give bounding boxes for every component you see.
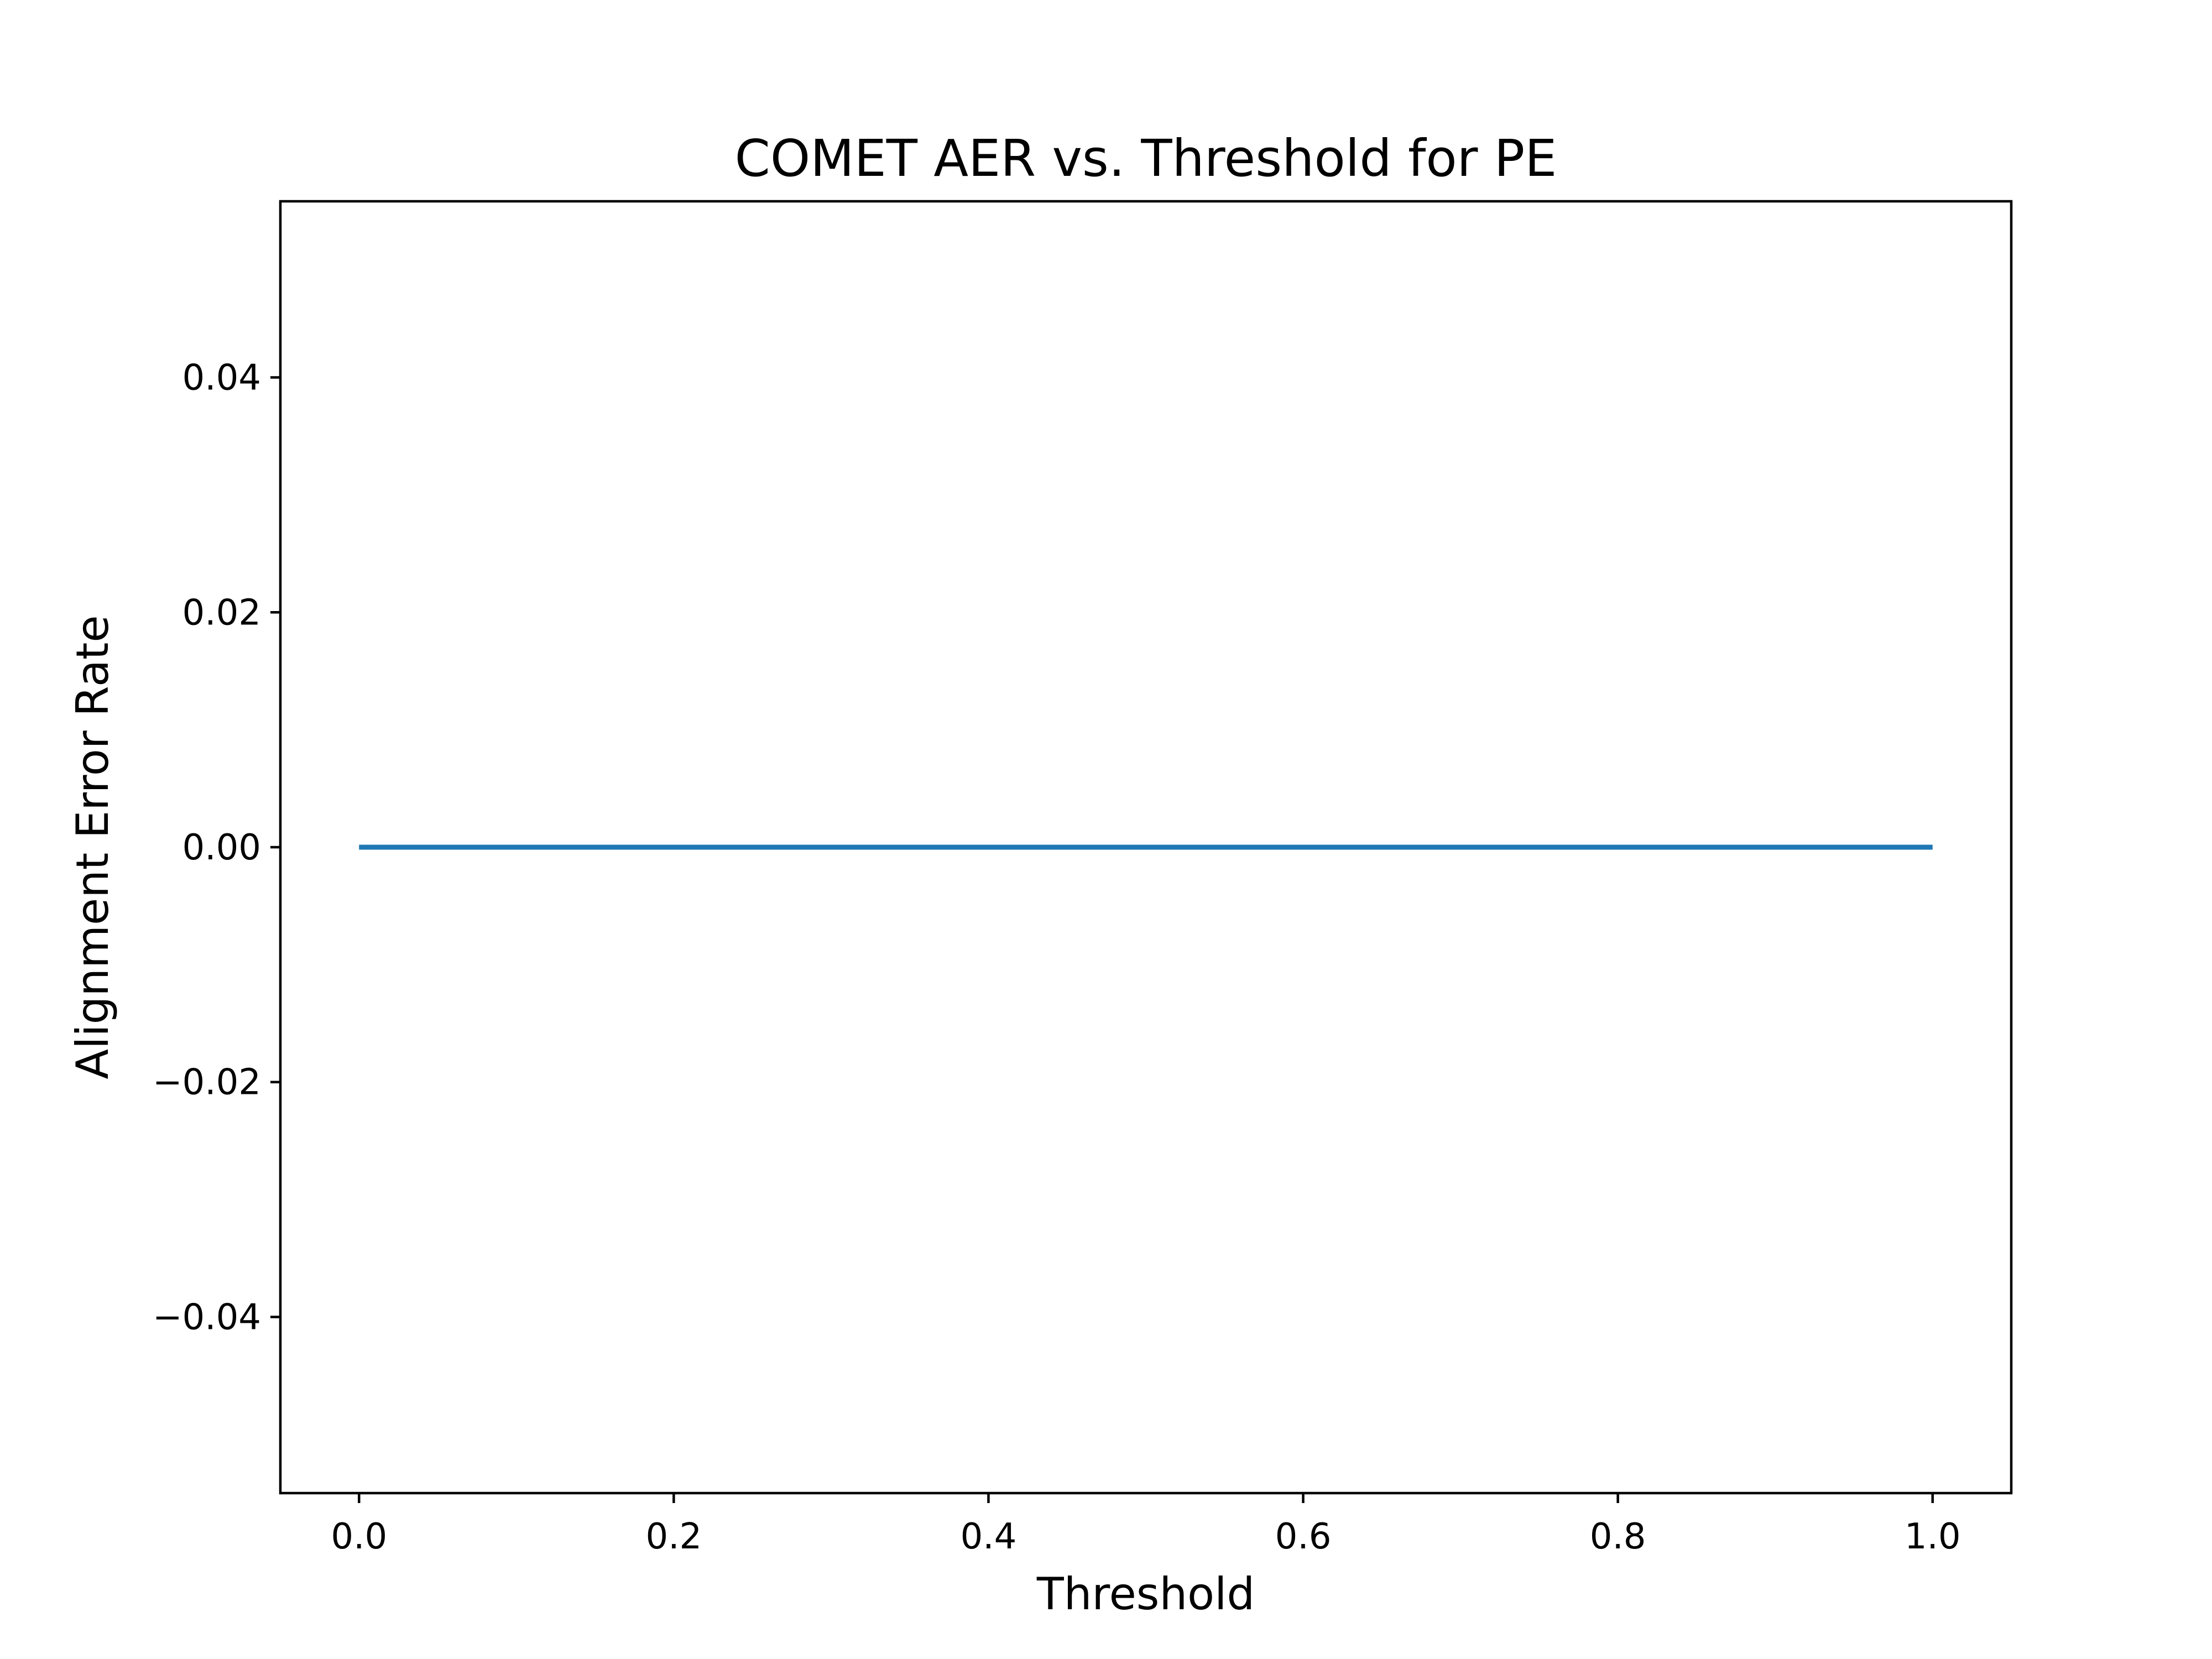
y-tick-label: 0.00: [182, 827, 262, 868]
y-tick-label: 0.02: [182, 592, 262, 633]
x-tick-label: 0.2: [645, 1516, 702, 1557]
x-tick-label: 0.6: [1275, 1516, 1332, 1557]
x-tick-label: 1.0: [1905, 1516, 1961, 1557]
chart-title: COMET AER vs. Threshold for PE: [735, 129, 1557, 188]
y-tick-label: −0.04: [153, 1297, 261, 1338]
x-axis-ticks: 0.0 0.2 0.4 0.6 0.8 1.0: [331, 1493, 1961, 1557]
y-tick-label: −0.02: [153, 1062, 261, 1103]
x-tick-label: 0.4: [961, 1516, 1017, 1557]
x-axis-label: Threshold: [1036, 1568, 1255, 1620]
x-tick-label: 0.0: [331, 1516, 387, 1557]
y-axis-label: Alignment Error Rate: [67, 615, 118, 1079]
plot-area-frame: [279, 200, 2013, 1495]
x-tick-label: 0.8: [1590, 1516, 1646, 1557]
y-axis-ticks: 0.04 0.02 0.00 −0.02 −0.04: [153, 358, 280, 1338]
y-tick-label: 0.04: [182, 358, 262, 399]
